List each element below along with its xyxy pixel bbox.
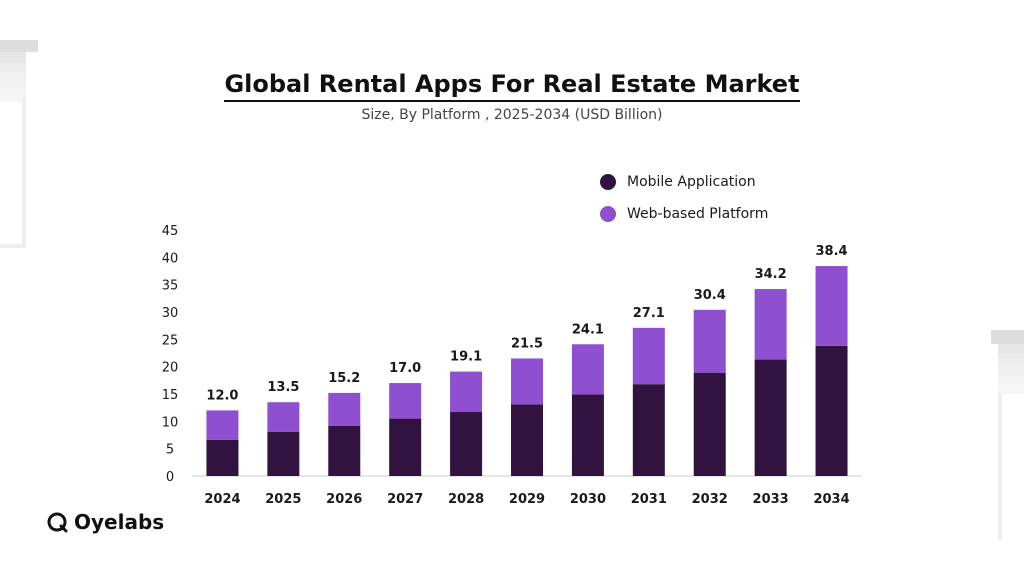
bar-web (267, 402, 300, 432)
bar-mobile (450, 412, 483, 476)
x-tick-label: 2032 (692, 492, 728, 507)
legend-swatch-web (600, 206, 616, 222)
y-tick-label: 10 (162, 415, 179, 430)
bar-web (571, 344, 604, 395)
bar-web (693, 309, 726, 373)
x-tick-label: 2024 (204, 492, 240, 507)
data-label-total: 21.5 (511, 336, 543, 351)
data-label-total: 13.5 (267, 380, 299, 395)
bar-web (815, 266, 848, 346)
legend-label-web: Web-based Platform (627, 206, 769, 222)
chart-legend: Mobile Application Web-based Platform (600, 172, 768, 236)
oyelabs-logo-icon (47, 512, 68, 533)
bar-mobile (389, 418, 422, 476)
x-tick-label: 2033 (753, 492, 789, 507)
bar-mobile (328, 425, 361, 476)
data-label-total: 15.2 (328, 371, 360, 386)
data-label-total: 19.1 (450, 350, 482, 365)
bar-mobile (693, 372, 726, 476)
x-tick-label: 2026 (326, 492, 362, 507)
bar-web (450, 371, 483, 413)
bar-mobile (754, 359, 787, 476)
legend-swatch-mobile (600, 174, 616, 190)
x-tick-label: 2029 (509, 492, 545, 507)
legend-item-mobile: Mobile Application (600, 172, 768, 192)
decorative-corner-right (991, 330, 1024, 540)
y-tick-label: 5 (166, 443, 174, 458)
data-label-total: 34.2 (755, 267, 787, 282)
data-label-total: 27.1 (633, 306, 665, 321)
legend-item-web: Web-based Platform (600, 204, 768, 224)
y-tick-label: 40 (162, 251, 179, 266)
x-tick-label: 2030 (570, 492, 606, 507)
y-tick-label: 20 (162, 361, 179, 376)
bar-mobile (815, 345, 848, 476)
y-tick-label: 35 (162, 279, 179, 294)
y-tick-label: 0 (166, 470, 174, 485)
data-label-total: 30.4 (694, 288, 726, 303)
y-tick-label: 30 (162, 306, 179, 321)
bar-mobile (511, 404, 543, 476)
bar-web (206, 410, 239, 440)
brand-name: Oyelabs (74, 510, 165, 534)
x-tick-label: 2025 (265, 492, 301, 507)
chart-subtitle: Size, By Platform , 2025-2034 (USD Billi… (361, 107, 663, 123)
x-tick-label: 2028 (448, 492, 484, 507)
bar-mobile (632, 384, 665, 476)
legend-label-mobile: Mobile Application (627, 174, 756, 190)
x-tick-label: 2031 (631, 492, 667, 507)
bar-mobile (571, 394, 604, 476)
data-label-total: 12.0 (206, 388, 238, 403)
y-tick-label: 45 (162, 224, 179, 239)
x-tick-label: 2027 (387, 492, 423, 507)
bar-mobile (206, 439, 239, 476)
data-label-total: 17.0 (389, 361, 421, 376)
bar-mobile (267, 431, 300, 476)
bar-web (511, 358, 543, 405)
chart-title: Global Rental Apps For Real Estate Marke… (0, 70, 1024, 102)
bar-web (632, 327, 665, 385)
bar-web (754, 289, 787, 360)
decorative-corner-left (0, 40, 38, 248)
data-label-total: 38.4 (816, 244, 848, 259)
y-tick-label: 25 (162, 333, 179, 348)
brand-logo: Oyelabs (46, 510, 164, 534)
y-tick-label: 15 (162, 388, 179, 403)
bar-web (389, 383, 422, 419)
bar-web (328, 392, 361, 426)
x-tick-label: 2034 (813, 492, 849, 507)
data-label-total: 24.1 (572, 322, 604, 337)
